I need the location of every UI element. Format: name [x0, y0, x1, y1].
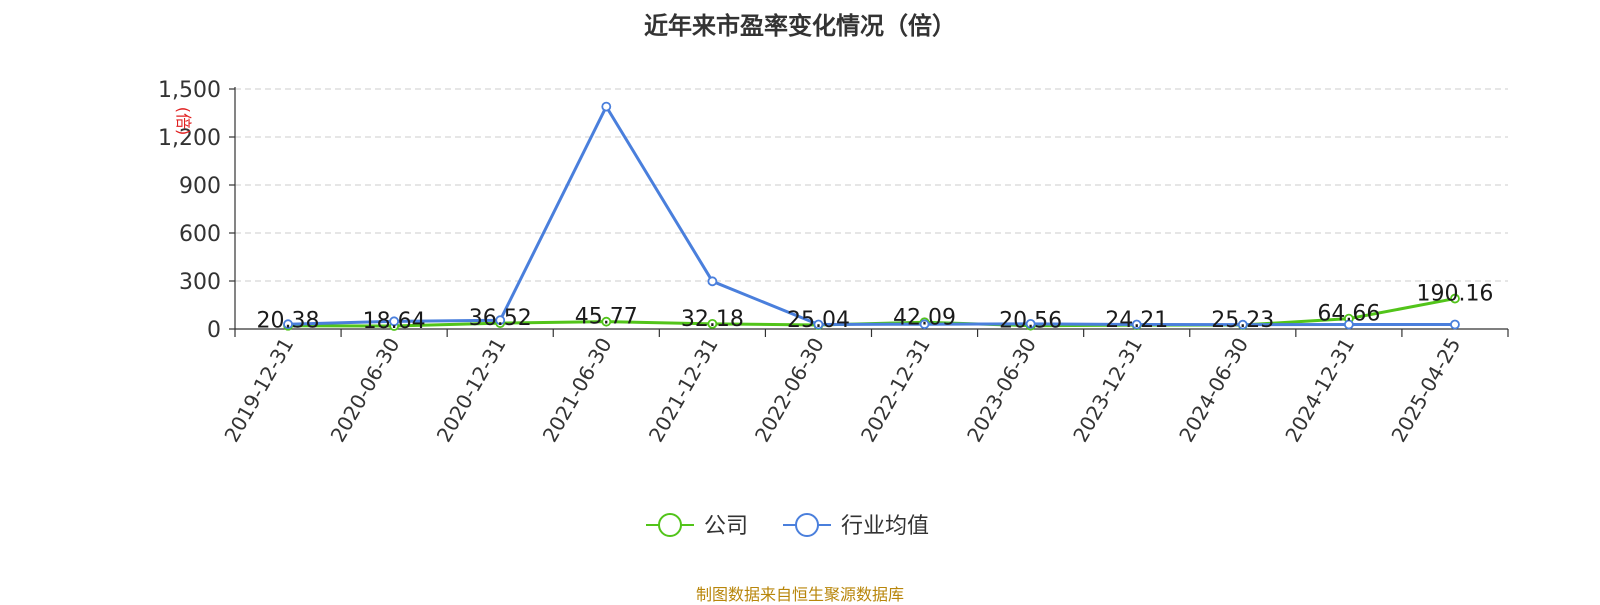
- x-tick-label: 2020-12-31: [432, 334, 511, 447]
- industry-data-point: [389, 316, 400, 327]
- x-tick-label: 2021-06-30: [538, 334, 617, 447]
- industry-data-point: [601, 101, 612, 112]
- industry-data-point: [707, 276, 718, 287]
- x-tick-label: 2023-12-31: [1068, 334, 1147, 447]
- legend-company-label: 公司: [704, 514, 748, 539]
- industry-data-point: [1237, 319, 1248, 330]
- y-tick-label: 0: [207, 318, 221, 343]
- company-data-point: [601, 316, 612, 327]
- company-data-label: 36.52: [469, 306, 532, 331]
- company-data-label: 45.77: [575, 305, 638, 330]
- x-tick-label: 2024-12-31: [1280, 334, 1359, 447]
- company-data-label: 24.21: [1105, 308, 1168, 333]
- industry-series-line: [288, 105, 1455, 327]
- industry-data-point: [1450, 319, 1460, 330]
- company-data-label: 20.56: [999, 309, 1062, 334]
- industry-data-point: [813, 319, 824, 330]
- company-data-label: 190.16: [1416, 282, 1493, 307]
- industry-data-point: [283, 319, 293, 330]
- company-data-label: 18.64: [363, 309, 426, 334]
- data-source-note: 制图数据来自恒生聚源数据库: [695, 585, 904, 604]
- industry-data-point: [1343, 319, 1354, 330]
- company-data-label: 32.18: [681, 307, 744, 332]
- company-data-point: [707, 318, 718, 329]
- x-tick-label: 2022-12-31: [856, 334, 935, 447]
- company-data-label: 25.04: [787, 308, 850, 333]
- x-tick-label: 2019-12-31: [219, 334, 298, 447]
- industry-data-point: [1025, 318, 1036, 329]
- company-data-point: [1450, 293, 1460, 304]
- y-tick-label: 300: [179, 270, 221, 295]
- legend-industry-label: 行业均值: [841, 514, 929, 539]
- industry-data-point: [1131, 319, 1142, 330]
- company-data-label: 64.66: [1317, 302, 1380, 327]
- industry-data-point: [919, 319, 930, 330]
- industry-data-point: [495, 315, 506, 326]
- x-tick-label: 2021-12-31: [644, 334, 723, 447]
- chart-title: 近年来市盈率变化情况（倍）: [644, 12, 956, 40]
- y-tick-label: 900: [179, 174, 221, 199]
- x-tick-label: 2023-06-30: [962, 334, 1041, 447]
- legend-company-marker: [658, 513, 682, 537]
- x-tick-label: 2025-04-25: [1386, 334, 1465, 447]
- y-axis-title: (倍): [174, 107, 193, 136]
- y-tick-label: 600: [179, 222, 221, 247]
- x-tick-label: 2022-06-30: [750, 334, 829, 447]
- company-data-label: 42.09: [893, 305, 956, 330]
- y-tick-label: 1,500: [158, 78, 221, 103]
- company-data-label: 25.23: [1211, 308, 1274, 333]
- x-tick-label: 2020-06-30: [326, 334, 405, 447]
- company-data-label: 20.38: [257, 309, 320, 334]
- y-tick-label: 1,200: [158, 126, 221, 151]
- legend-industry-marker: [795, 513, 819, 537]
- x-tick-label: 2024-06-30: [1174, 334, 1253, 447]
